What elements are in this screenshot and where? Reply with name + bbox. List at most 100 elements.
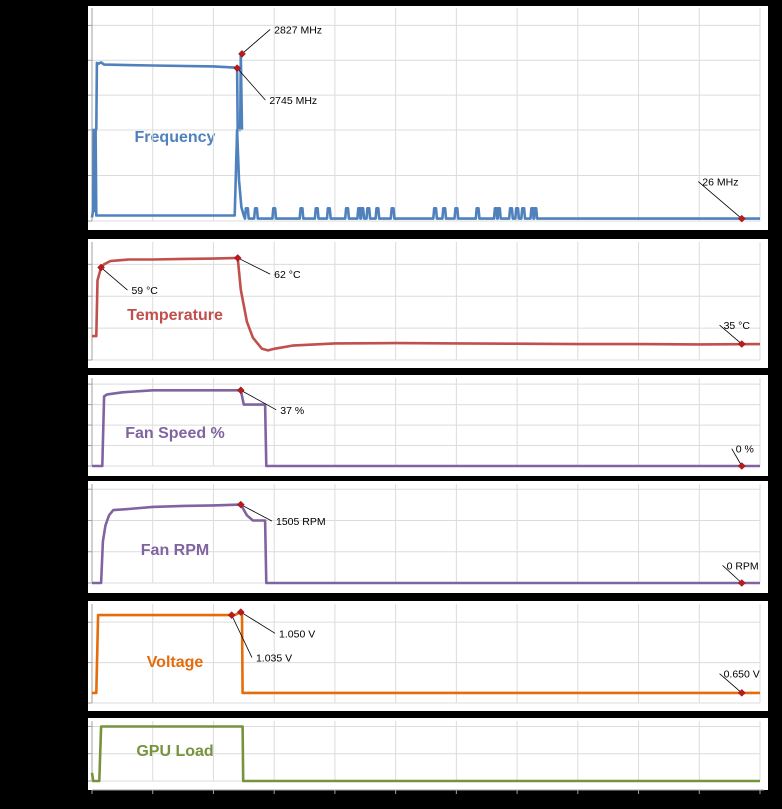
annotation-label: 35 °C [724,320,751,332]
annotation-leader [241,29,271,55]
panel-stack: 2390 MHz 2590 MHz 2790 MHz 2990 MHz 2827 MHz… [24,6,768,790]
panel-title: Temperature [127,307,223,324]
series-line-freq_low [90,128,760,220]
annotation-label: 0 % [736,444,754,456]
annotation-marker [737,462,746,470]
x-tick-label: 100 sec [133,795,172,807]
annotation-leader [236,67,266,101]
annotation-label: 26 MHz [702,177,738,189]
x-tick-label: 900 sec [619,795,658,807]
annotation-label: 1.035 V [256,653,292,665]
annotation-label: 62 °C [274,269,301,281]
x-tick-label: 300 sec [255,795,294,807]
x-tick-label: 800 sec [559,795,598,807]
annotation-leader [722,565,743,584]
panel-title: Fan RPM [141,542,209,559]
panel-gpu_load: 0 % 50 % 100 % GPU Load [45,721,761,788]
annotation-marker [737,340,746,348]
panel-freq_low: 0 MHz 500 MHz 1000 MHz 26 MHz [26,125,761,228]
annotation-marker [236,500,245,509]
y-tick-label: 30 °C [48,355,76,367]
annotation-label: 2827 MHz [274,24,322,36]
panel-freq_high: 2390 MHz 2590 MHz 2790 MHz 2990 MHz 2827 MHz… [26,8,761,146]
annotation-leader [719,324,743,345]
annotation-leader [240,504,273,522]
annotation-leader [237,257,271,275]
y-tick-label: 10 % [51,441,76,453]
series-line-gpu_load [90,725,760,783]
y-tick-label: 2590 MHz [26,90,76,102]
annotation-leader [240,389,277,411]
annotation-label: 0.650 V [724,669,760,681]
x-tick-label: 1000 sec [677,795,722,807]
x-tick-label: 200 sec [194,795,233,807]
x-tick-label: 1100 sec [738,795,782,807]
annotation-leader [240,611,276,634]
annotation-leader [698,181,743,219]
panel-fan_pct: 0 % 10 % 20 % 30 % 40 % 37 % 0 % Fan Speed % [51,378,761,473]
y-tick-label: 30 % [51,400,76,412]
annotation-label: 1.050 V [279,628,315,640]
y-tick-label: 1200 RPM [24,515,76,527]
x-tick-label: 600 sec [437,795,476,807]
y-tick-label: 60 °C [48,259,76,271]
annotation-label: 1505 RPM [276,516,326,528]
series-line-fan_rpm [92,503,760,585]
annotation-label: 59 °C [131,285,158,297]
y-tick-label: 0 MHz [44,216,76,228]
annotation-leader [719,673,743,694]
x-tick-label: 400 sec [316,795,355,807]
y-tick-label: 0 RPM [42,578,76,590]
panel-voltage: 0.60 V 0.80 V 1.00 V 1.050 V 1.035 V 0.650 V V… [44,604,761,710]
annotation-marker [737,579,746,587]
annotation-label: 37 % [280,405,304,417]
x-tick-label: 0 sec [79,795,106,807]
panel-background [88,6,768,230]
annotation-label: 2745 MHz [269,95,317,107]
y-tick-label: 2990 MHz [26,20,76,32]
annotation-marker [227,611,236,619]
x-tick-label: 700 sec [498,795,537,807]
series-line-fan_pct [92,389,760,468]
annotation-label: 0 RPM [727,560,759,572]
panel-title: Fan Speed % [125,425,225,442]
annotation-marker [97,263,105,272]
annotation-marker [233,64,241,72]
annotation-leader [100,267,128,291]
y-tick-label: 0.80 V [44,658,76,670]
annotation-marker [233,254,242,262]
annotation-marker [737,214,746,223]
y-tick-label: 50 °C [48,291,76,303]
annotation-marker [238,49,246,58]
y-tick-label: 50 % [51,749,76,761]
panel-temp: 30 °C 40 °C 50 °C 60 °C 59 °C 62 °C 35 °C Tempe… [48,242,761,367]
y-tick-label: 20 % [51,420,76,432]
y-tick-label: 40 % [51,379,76,391]
y-tick-label: 0 % [57,461,76,473]
y-tick-label: 1800 RPM [24,484,76,496]
y-tick-label: 500 MHz [32,171,76,183]
panel-title: GPU Load [136,743,213,760]
annotation-leader [231,614,253,658]
series-line-voltage [92,610,760,695]
y-tick-label: 40 °C [48,323,76,335]
annotation-marker [236,608,245,616]
y-tick-label: 100 % [45,721,76,733]
annotation-leader [731,448,743,467]
x-tick-label: 500 sec [376,795,415,807]
panel-title: Frequency [135,129,216,146]
y-tick-label: 1.00 V [44,617,76,629]
y-tick-label: 0.60 V [44,698,76,710]
panel-background [88,481,768,593]
annotation-marker [737,689,746,697]
y-tick-label: 2790 MHz [26,55,76,67]
y-tick-label: 600 RPM [30,547,76,559]
panel-fan_rpm: 0 RPM 600 RPM 1200 RPM 1800 RPM 1505 RPM 0 RP… [24,484,761,590]
y-tick-label: 1000 MHz [26,125,76,137]
annotation-marker [236,386,245,395]
panel-title: Voltage [147,654,204,671]
panel-background [88,239,768,368]
y-tick-label: 2390 MHz [26,125,76,137]
y-tick-label: 0 % [57,776,76,788]
